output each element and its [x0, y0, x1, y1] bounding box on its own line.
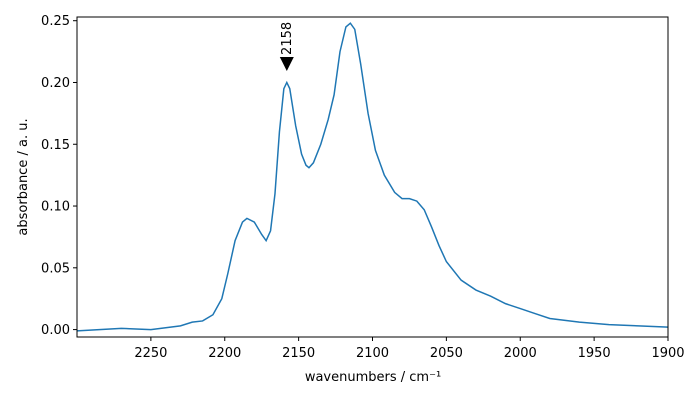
y-tick-label: 0.20 — [41, 76, 70, 91]
x-tick-label: 1950 — [578, 346, 611, 361]
y-tick-label: 0.10 — [41, 200, 70, 215]
y-tick-label: 0.05 — [41, 261, 70, 276]
y-tick-label: 0.15 — [41, 138, 70, 153]
x-tick-label: 2100 — [356, 346, 389, 361]
x-tick-label: 2000 — [504, 346, 537, 361]
x-tick-label: 1900 — [651, 346, 684, 361]
plot-frame — [76, 16, 669, 338]
x-tick-label: 2050 — [430, 346, 463, 361]
peak-marker — [279, 56, 294, 71]
x-tick-label: 2250 — [134, 346, 167, 361]
x-tick-label: 2150 — [282, 346, 315, 361]
x-tick-label: 2200 — [208, 346, 241, 361]
spectrum-line — [76, 22, 669, 332]
y-tick-label: 0.25 — [41, 14, 70, 29]
peak-label: 2158 — [280, 22, 295, 55]
y-tick-label: 0.00 — [41, 323, 70, 338]
x-axis-label: wavenumbers / cm⁻¹ — [305, 370, 441, 385]
y-axis-label: absorbance / a. u. — [16, 118, 31, 235]
